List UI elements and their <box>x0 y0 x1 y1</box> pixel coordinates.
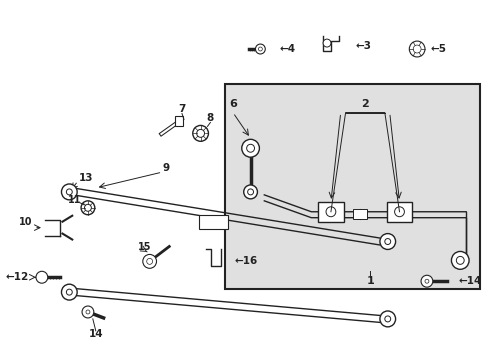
Text: ←3: ←3 <box>355 41 371 51</box>
Circle shape <box>408 41 424 57</box>
Circle shape <box>192 125 208 141</box>
Circle shape <box>323 39 330 47</box>
Circle shape <box>82 306 94 318</box>
Circle shape <box>66 289 72 295</box>
Circle shape <box>241 139 259 157</box>
Circle shape <box>384 239 390 244</box>
Text: 11: 11 <box>67 195 81 205</box>
Bar <box>224 84 479 289</box>
Text: 1: 1 <box>366 276 373 286</box>
Circle shape <box>420 275 432 287</box>
Circle shape <box>146 258 152 264</box>
Circle shape <box>255 44 264 54</box>
Text: 7: 7 <box>178 104 185 113</box>
Circle shape <box>61 184 77 200</box>
Circle shape <box>142 255 156 268</box>
Text: 6: 6 <box>228 99 236 109</box>
Text: 9: 9 <box>163 163 169 173</box>
Circle shape <box>243 185 257 199</box>
Bar <box>175 117 183 126</box>
Text: 15: 15 <box>138 243 151 252</box>
Circle shape <box>379 234 395 249</box>
Circle shape <box>325 207 335 217</box>
Circle shape <box>424 279 428 283</box>
Bar <box>386 202 411 222</box>
Text: ←16: ←16 <box>234 256 258 266</box>
Circle shape <box>379 311 395 327</box>
Circle shape <box>86 310 90 314</box>
Circle shape <box>394 207 404 217</box>
Text: 10: 10 <box>19 217 32 227</box>
Circle shape <box>66 189 72 195</box>
Text: ←5: ←5 <box>430 44 446 54</box>
Bar <box>353 209 366 219</box>
Circle shape <box>412 45 420 53</box>
Circle shape <box>81 201 95 215</box>
Text: 8: 8 <box>206 113 214 123</box>
Circle shape <box>84 204 91 211</box>
Circle shape <box>36 271 48 283</box>
Circle shape <box>450 251 468 269</box>
Bar <box>198 215 227 229</box>
Text: ←4: ←4 <box>280 44 296 54</box>
Circle shape <box>61 284 77 300</box>
Bar <box>318 202 343 222</box>
Text: ←12: ←12 <box>6 272 29 282</box>
Circle shape <box>455 256 463 264</box>
Circle shape <box>247 189 253 195</box>
Circle shape <box>384 316 390 322</box>
Circle shape <box>196 129 204 137</box>
Text: ←14: ←14 <box>457 276 481 286</box>
Circle shape <box>246 144 254 152</box>
Text: 14: 14 <box>88 329 103 339</box>
Text: 2: 2 <box>361 99 368 109</box>
Text: 13: 13 <box>79 173 93 183</box>
Circle shape <box>258 47 262 51</box>
